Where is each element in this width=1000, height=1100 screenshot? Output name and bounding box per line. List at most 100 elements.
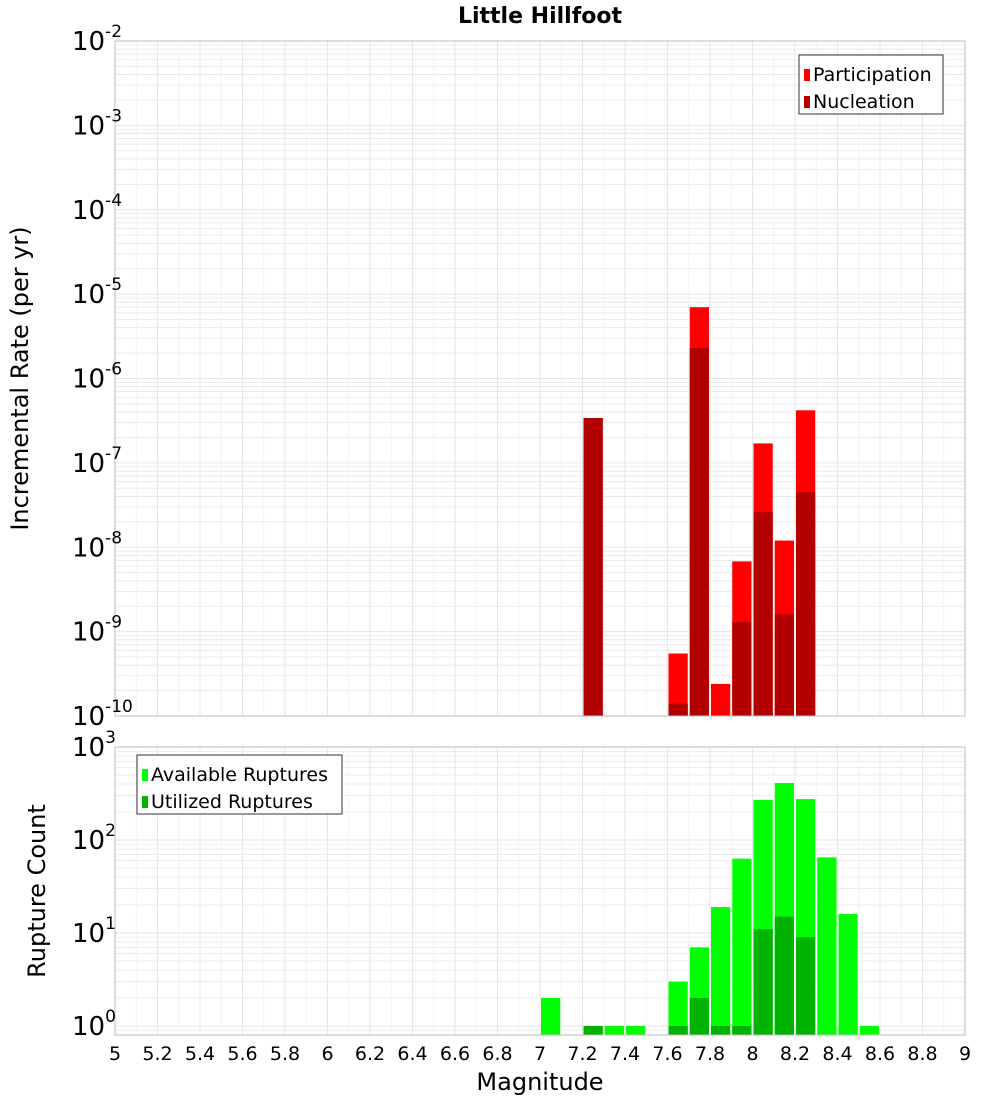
- y-tick-label: 10-4: [72, 191, 122, 226]
- bar: [668, 703, 688, 716]
- y-tick-label: 101: [72, 914, 116, 949]
- y-tick-label: 10-10: [72, 697, 133, 732]
- y-tick-label: 10-5: [72, 275, 122, 310]
- bar: [732, 858, 752, 1035]
- x-tick-label: 6.2: [355, 1043, 385, 1065]
- bar: [711, 1025, 731, 1035]
- bar: [732, 1025, 752, 1035]
- y-axis-label: Incremental Rate (per yr): [6, 226, 34, 530]
- x-tick-label: 8.6: [865, 1043, 895, 1065]
- x-tick-label: 8.8: [907, 1043, 937, 1065]
- x-axis-label: Magnitude: [476, 1068, 603, 1096]
- x-tick-label: 6.8: [482, 1043, 512, 1065]
- bar: [732, 622, 752, 716]
- y-tick-label: 10-9: [72, 613, 122, 648]
- bar: [838, 914, 858, 1035]
- x-tick-label: 5.4: [185, 1043, 215, 1065]
- y-tick-label: 10-8: [72, 528, 122, 563]
- series-utilized-ruptures: [583, 916, 816, 1035]
- x-tick-label: 6.4: [397, 1043, 427, 1065]
- legend-label: Nucleation: [813, 91, 915, 113]
- legend-swatch: [142, 796, 148, 808]
- y-tick-exponent: 2: [105, 821, 116, 841]
- y-tick-base: 10: [72, 111, 105, 141]
- y-tick-base: 10: [72, 826, 105, 856]
- y-tick-exponent: -4: [105, 191, 122, 211]
- gridlines: [114, 41, 966, 717]
- x-tick-label: 7.6: [652, 1043, 682, 1065]
- bar: [817, 857, 837, 1035]
- plot-frame: [114, 40, 966, 717]
- chart-title: Little Hillfoot: [458, 4, 623, 29]
- legend-swatch: [142, 769, 148, 781]
- top-panel: 10-1010-910-810-710-610-510-410-310-2Inc…: [6, 22, 966, 732]
- legend-box: [798, 54, 944, 115]
- bar: [774, 916, 794, 1035]
- x-tick-label: 5.8: [270, 1043, 300, 1065]
- y-tick-base: 10: [72, 280, 105, 310]
- x-tick-label: 8.2: [780, 1043, 810, 1065]
- y-tick-base: 10: [72, 365, 105, 395]
- y-tick-exponent: 1: [105, 914, 116, 934]
- y-tick-base: 10: [72, 533, 105, 563]
- legend-label: Participation: [813, 64, 932, 86]
- y-tick-exponent: 3: [105, 728, 116, 748]
- x-tick-label: 7.2: [567, 1043, 597, 1065]
- bar: [583, 1025, 603, 1035]
- bar: [668, 1025, 688, 1035]
- y-tick-exponent: -5: [105, 275, 122, 295]
- y-tick-base: 10: [72, 733, 105, 763]
- y-tick-label: 100: [72, 1007, 116, 1042]
- x-tick-label: 7.4: [610, 1043, 640, 1065]
- bar: [796, 937, 816, 1035]
- bar: [668, 653, 688, 716]
- x-tick-label: 7: [534, 1043, 546, 1065]
- y-tick-exponent: 0: [105, 1007, 116, 1027]
- legend-swatch: [804, 96, 810, 108]
- legend-box: [136, 754, 343, 815]
- bar: [859, 1025, 879, 1035]
- x-ticks: 5 5.2 5.4 5.6 5.8 6 6.2 6.4 6.6 6.8 7 7.2 7.4 7.6 7.8 8…: [109, 1043, 971, 1065]
- bar: [583, 418, 603, 716]
- y-tick-base: 10: [72, 702, 105, 732]
- y-tick-base: 10: [72, 27, 105, 57]
- legend-label: Available Ruptures: [151, 764, 328, 786]
- bar: [626, 1025, 646, 1035]
- legend-label: Utilized Ruptures: [151, 791, 313, 813]
- y-tick-label: 10-2: [72, 22, 122, 57]
- x-tick-label: 5.6: [227, 1043, 257, 1065]
- legend: Available Ruptures Utilized Ruptures: [136, 754, 343, 815]
- bar: [753, 512, 773, 716]
- y-tick-label: 103: [72, 728, 116, 763]
- bar: [796, 492, 816, 716]
- legend: Participation Nucleation: [798, 54, 944, 115]
- y-tick-exponent: -8: [105, 528, 122, 548]
- y-tick-base: 10: [72, 1012, 105, 1042]
- x-tick-label: 6: [321, 1043, 333, 1065]
- series-nucleation: [583, 347, 816, 716]
- y-tick-exponent: -7: [105, 444, 122, 464]
- y-tick-label: 10-3: [72, 106, 122, 141]
- y-tick-label: 10-7: [72, 444, 122, 479]
- bar: [604, 1025, 624, 1035]
- legend-swatch: [804, 69, 810, 81]
- bar: [689, 347, 709, 716]
- bar: [689, 997, 709, 1035]
- x-tick-label: 5.2: [142, 1043, 172, 1065]
- y-tick-exponent: -6: [105, 360, 122, 380]
- y-tick-label: 102: [72, 821, 116, 856]
- y-tick-exponent: -3: [105, 106, 122, 126]
- bar: [711, 683, 731, 716]
- y-tick-exponent: -10: [105, 697, 133, 717]
- y-tick-exponent: -2: [105, 22, 122, 42]
- x-tick-label: 8.4: [822, 1043, 852, 1065]
- y-tick-base: 10: [72, 449, 105, 479]
- plot-frame: [114, 746, 966, 1036]
- y-tick-base: 10: [72, 618, 105, 648]
- x-tick-label: 9: [959, 1043, 971, 1065]
- x-tick-label: 5: [109, 1043, 121, 1065]
- y-tick-exponent: -9: [105, 613, 122, 633]
